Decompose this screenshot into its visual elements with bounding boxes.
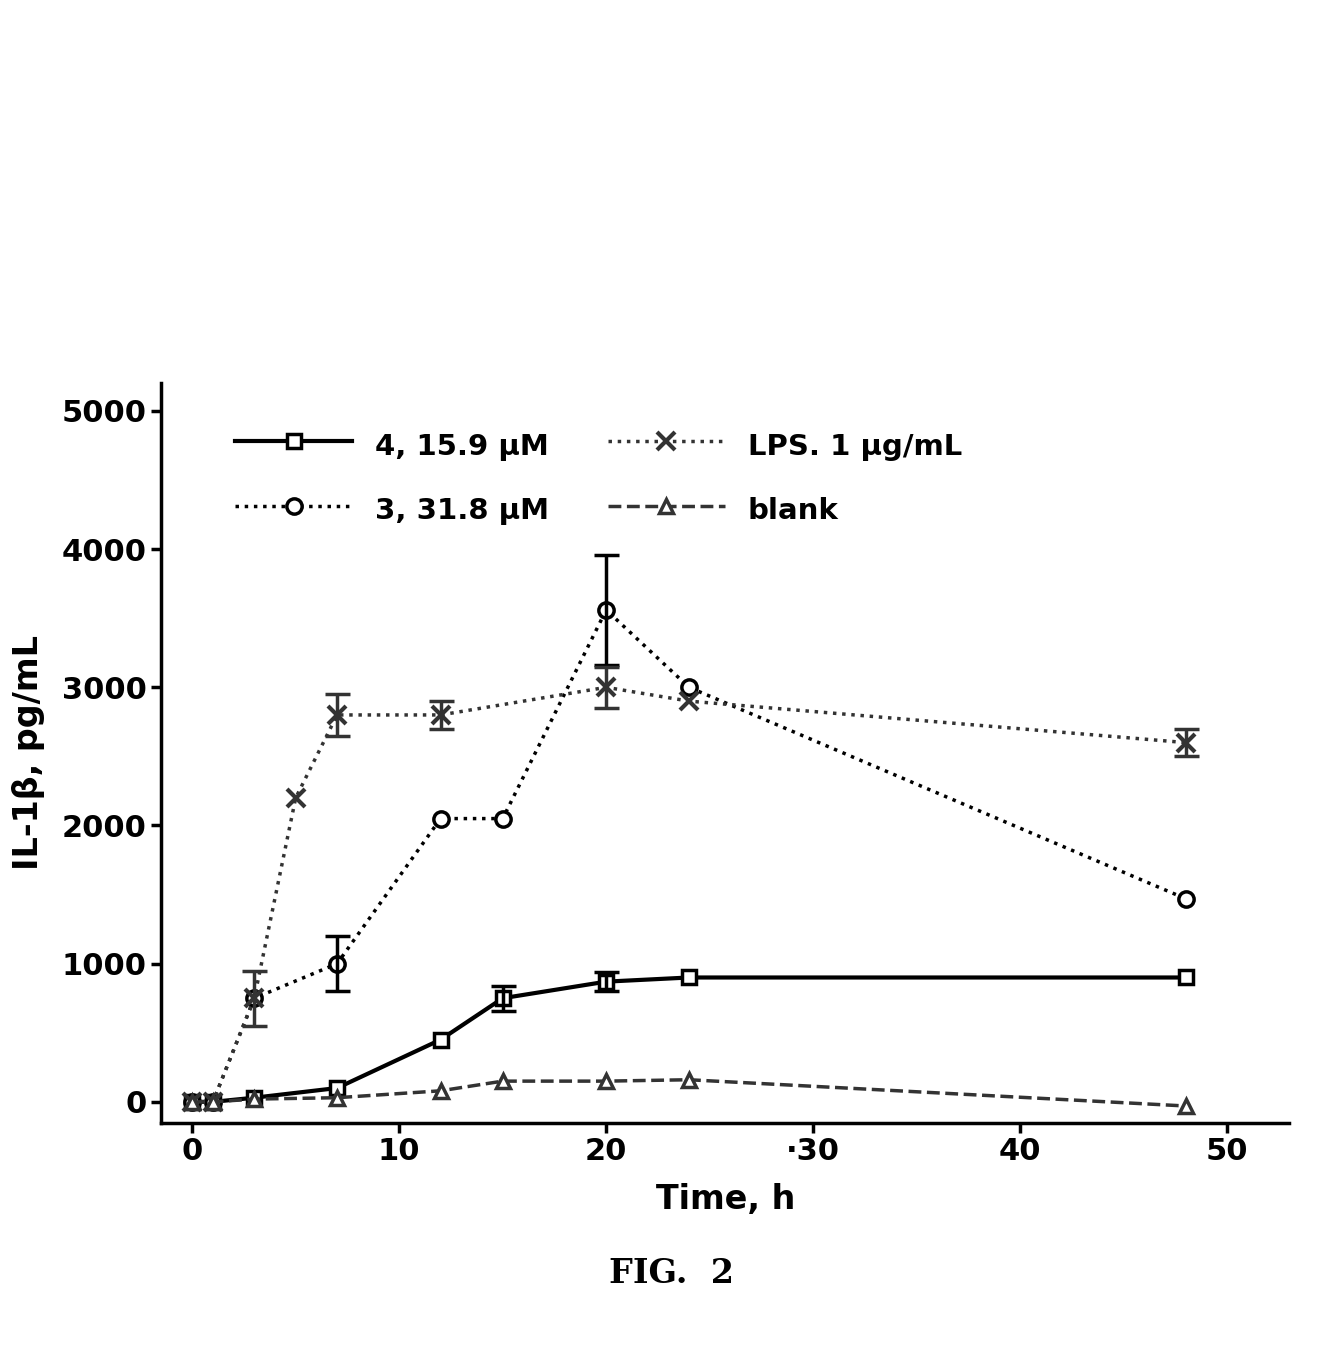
Y-axis label: IL-1β, pg/mL: IL-1β, pg/mL [12, 635, 44, 871]
3, 31.8 μM [184, 1094, 200, 1110]
LPS. 1 μg/mL [1178, 734, 1194, 750]
blank [329, 1090, 345, 1106]
4, 15.9 μM [598, 973, 614, 990]
3, 31.8 μM [1178, 890, 1194, 906]
blank [184, 1094, 200, 1110]
3, 31.8 μM [432, 810, 449, 827]
3, 31.8 μM [329, 956, 345, 972]
4, 15.9 μM [681, 969, 697, 986]
4, 15.9 μM [205, 1094, 222, 1110]
3, 31.8 μM [598, 602, 614, 619]
Line: blank: blank [185, 1073, 1193, 1113]
3, 31.8 μM [205, 1094, 222, 1110]
LPS. 1 μg/mL [598, 679, 614, 695]
4, 15.9 μM [246, 1090, 262, 1106]
X-axis label: Time, h: Time, h [655, 1183, 795, 1216]
3, 31.8 μM [494, 810, 510, 827]
LPS. 1 μg/mL [287, 790, 304, 806]
blank [494, 1073, 510, 1090]
blank [598, 1073, 614, 1090]
Legend: 4, 15.9 μM, 3, 31.8 μM, LPS. 1 μg/mL, blank: 4, 15.9 μM, 3, 31.8 μM, LPS. 1 μg/mL, bl… [220, 412, 976, 542]
LPS. 1 μg/mL [184, 1094, 200, 1110]
LPS. 1 μg/mL [205, 1094, 222, 1110]
LPS. 1 μg/mL [432, 706, 449, 723]
4, 15.9 μM [432, 1031, 449, 1047]
LPS. 1 μg/mL [329, 706, 345, 723]
4, 15.9 μM [494, 990, 510, 1006]
blank [205, 1094, 222, 1110]
4, 15.9 μM [1178, 969, 1194, 986]
Line: 3, 31.8 μM: 3, 31.8 μM [184, 602, 1194, 1109]
Text: FIG.  2: FIG. 2 [608, 1257, 735, 1290]
3, 31.8 μM [246, 990, 262, 1006]
4, 15.9 μM [329, 1080, 345, 1097]
blank [681, 1072, 697, 1088]
Line: LPS. 1 μg/mL: LPS. 1 μg/mL [183, 678, 1195, 1110]
blank [432, 1083, 449, 1099]
4, 15.9 μM [184, 1094, 200, 1110]
blank [1178, 1098, 1194, 1114]
3, 31.8 μM [681, 679, 697, 695]
Line: 4, 15.9 μM: 4, 15.9 μM [185, 971, 1193, 1109]
LPS. 1 μg/mL [681, 693, 697, 709]
blank [246, 1091, 262, 1108]
LPS. 1 μg/mL [246, 990, 262, 1006]
